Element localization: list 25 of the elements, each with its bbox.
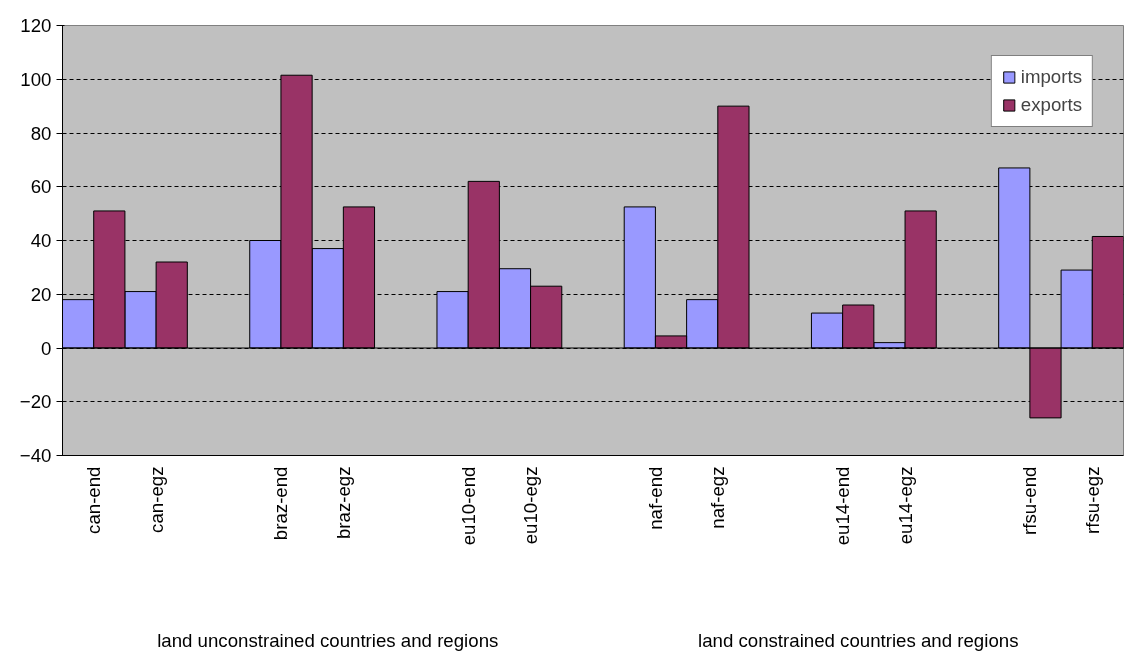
x-tick-label: rfsu-end xyxy=(1019,466,1041,535)
x-tick-label: eu10-egz xyxy=(520,466,542,545)
x-tick-label: naf-end xyxy=(644,466,666,530)
y-tick-label: 120 xyxy=(20,15,52,36)
x-tick-label: naf-egz xyxy=(707,466,729,529)
y-tick-label: −20 xyxy=(19,391,52,413)
legend-label: imports xyxy=(1020,66,1082,88)
y-tick-label: −40 xyxy=(19,445,52,466)
y-tick-label: 100 xyxy=(20,68,52,90)
y-tick-label: 80 xyxy=(30,122,52,144)
legend-label: exports xyxy=(1020,94,1082,116)
y-tick-label: 20 xyxy=(30,283,52,305)
x-tick-label: can-end xyxy=(83,466,105,534)
x-tick-label: eu14-egz xyxy=(894,466,916,545)
x-tick-label: braz-egz xyxy=(332,466,354,540)
text: land constrained countries and regions xyxy=(698,629,1019,651)
x-tick-label: can-egz xyxy=(145,466,167,533)
x-tick-label: braz-end xyxy=(270,466,292,541)
x-tick-label: eu10-end xyxy=(457,466,479,546)
y-tick-label: 0 xyxy=(41,337,52,359)
y-tick-label: 60 xyxy=(30,176,52,198)
x-tick-label: eu14-end xyxy=(832,466,854,546)
x-tick-label: rfsu-egz xyxy=(1081,466,1103,534)
text: land unconstrained countries and regions xyxy=(157,629,499,651)
y-tick-label: 40 xyxy=(30,230,52,251)
